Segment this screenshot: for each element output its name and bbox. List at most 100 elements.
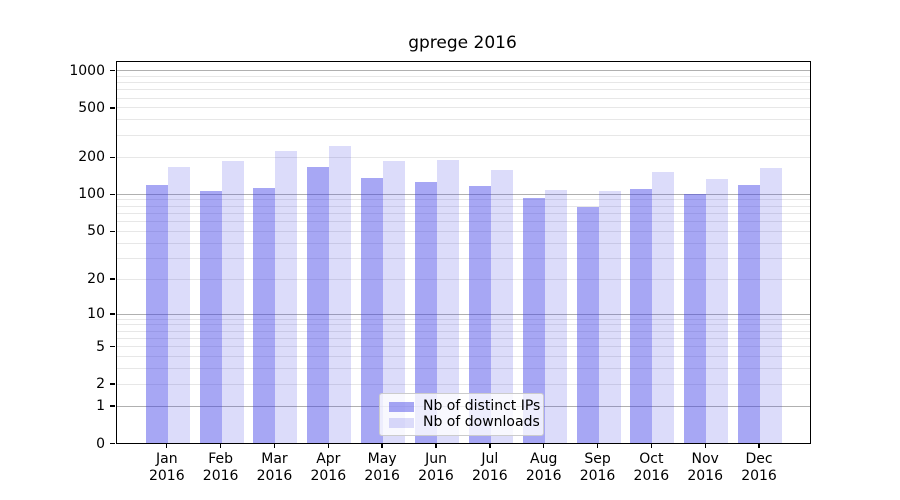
- y-tick-label-1: 1: [96, 398, 105, 415]
- legend: Nb of distinct IPs Nb of downloads: [379, 393, 544, 436]
- bar-jun-downloads: [437, 159, 459, 443]
- bar-feb-distinct-ips: [199, 191, 222, 443]
- gridline-minor-8: [116, 324, 810, 326]
- x-tick-mark-aug: [542, 443, 545, 448]
- y-tick-mark-20: [110, 278, 115, 280]
- gridline-major-100: [116, 193, 810, 195]
- bar-sep-downloads: [598, 190, 621, 443]
- x-tick-mark-mar: [273, 443, 276, 448]
- x-tick-label-apr: Apr 2016: [310, 451, 347, 484]
- x-tick-mark-apr: [327, 443, 329, 448]
- y-tick-label-200: 200: [78, 149, 105, 166]
- y-tick-mark-1: [110, 405, 115, 407]
- y-tick-mark-500: [110, 107, 115, 109]
- gridline-minor-5: [116, 346, 810, 348]
- bar-aug-distinct-ips: [522, 198, 545, 443]
- y-tick-mark-5: [110, 346, 115, 348]
- y-tick-label-50: 50: [87, 223, 105, 240]
- gridline-minor-7: [116, 330, 810, 332]
- gridline-minor-300: [116, 134, 810, 136]
- bar-sep-distinct-ips: [576, 206, 599, 443]
- bar-apr-downloads: [329, 145, 352, 443]
- y-tick-mark-2: [110, 383, 115, 385]
- x-tick-mark-jul: [489, 443, 491, 448]
- legend-entry-downloads: Nb of downloads: [389, 415, 540, 430]
- legend-entry-distinct-ips: Nb of distinct IPs: [389, 399, 540, 414]
- bar-oct-downloads: [652, 172, 675, 443]
- y-tick-mark-10: [110, 313, 115, 315]
- bar-mar-downloads: [275, 151, 298, 443]
- gridline-minor-400: [116, 119, 810, 121]
- x-tick-label-jan: Jan 2016: [148, 451, 185, 484]
- legend-swatch-downloads: [389, 417, 414, 428]
- gridline-minor-80: [116, 205, 810, 207]
- x-tick-mark-oct: [650, 443, 653, 448]
- bar-dec-downloads: [760, 168, 783, 443]
- bar-aug-downloads: [544, 190, 567, 443]
- bar-may-downloads: [383, 160, 406, 443]
- x-tick-mark-jun: [435, 443, 437, 448]
- bar-jul-downloads: [490, 169, 513, 443]
- gridline-major-1000: [116, 70, 810, 72]
- y-tick-mark-50: [110, 230, 115, 232]
- x-tick-label-oct: Oct 2016: [633, 451, 670, 484]
- gridline-minor-4: [116, 356, 810, 358]
- gridline-minor-800: [116, 82, 810, 84]
- x-tick-mark-feb: [219, 443, 222, 448]
- x-tick-mark-nov: [704, 443, 706, 448]
- legend-label-distinct-ips: Nb of distinct IPs: [423, 398, 541, 414]
- bar-oct-distinct-ips: [630, 189, 653, 443]
- gridline-minor-6: [116, 337, 810, 339]
- y-tick-label-0: 0: [96, 435, 105, 452]
- x-tick-label-dec: Dec 2016: [741, 451, 777, 484]
- bar-may-distinct-ips: [361, 178, 384, 443]
- gridline-major-10: [116, 313, 810, 315]
- gridline-minor-9: [116, 318, 810, 320]
- legend-swatch-distinct-ips: [389, 401, 414, 412]
- x-tick-label-aug: Aug 2016: [525, 451, 562, 484]
- x-tick-mark-sep: [596, 443, 599, 448]
- y-tick-mark-0: [110, 442, 115, 445]
- gridline-minor-600: [116, 97, 810, 99]
- x-tick-label-sep: Sep 2016: [579, 451, 616, 484]
- gridline-minor-70: [116, 212, 810, 214]
- gridline-minor-2: [116, 383, 810, 385]
- x-tick-label-nov: Nov 2016: [687, 451, 723, 484]
- bar-jun-distinct-ips: [415, 182, 437, 443]
- x-tick-mark-jan: [166, 443, 168, 448]
- y-tick-mark-1000: [110, 69, 115, 72]
- gridline-minor-500: [116, 107, 810, 109]
- y-tick-label-1000: 1000: [69, 62, 105, 79]
- y-tick-label-5: 5: [96, 338, 105, 355]
- gridline-minor-900: [116, 75, 810, 77]
- bar-jan-downloads: [167, 166, 190, 443]
- bar-feb-downloads: [221, 161, 244, 443]
- x-tick-label-may: May 2016: [364, 451, 400, 484]
- x-tick-label-jun: Jun 2016: [418, 451, 454, 484]
- y-tick-mark-200: [110, 156, 115, 158]
- x-tick-mark-dec: [758, 443, 760, 448]
- bar-jan-distinct-ips: [145, 185, 168, 443]
- gridline-minor-30: [116, 257, 810, 259]
- bar-dec-distinct-ips: [738, 185, 761, 443]
- x-tick-label-jul: Jul 2016: [472, 451, 508, 484]
- legend-label-downloads: Nb of downloads: [423, 414, 540, 430]
- bar-apr-distinct-ips: [307, 166, 330, 443]
- gridline-minor-20: [116, 278, 810, 280]
- plot-area: [115, 60, 811, 444]
- gridline-minor-3: [116, 368, 810, 370]
- bar-nov-distinct-ips: [684, 194, 707, 443]
- gridline-minor-700: [116, 89, 810, 91]
- y-tick-label-10: 10: [87, 306, 105, 323]
- bar-nov-downloads: [706, 178, 729, 443]
- gridline-minor-50: [116, 230, 810, 232]
- y-tick-label-20: 20: [87, 271, 105, 288]
- y-tick-label-500: 500: [78, 99, 105, 116]
- y-tick-label-2: 2: [96, 376, 105, 393]
- x-tick-label-mar: Mar 2016: [256, 451, 293, 484]
- gridline-minor-40: [116, 242, 810, 244]
- y-tick-label-100: 100: [78, 186, 105, 203]
- gridline-minor-60: [116, 221, 810, 223]
- x-tick-label-feb: Feb 2016: [202, 451, 239, 484]
